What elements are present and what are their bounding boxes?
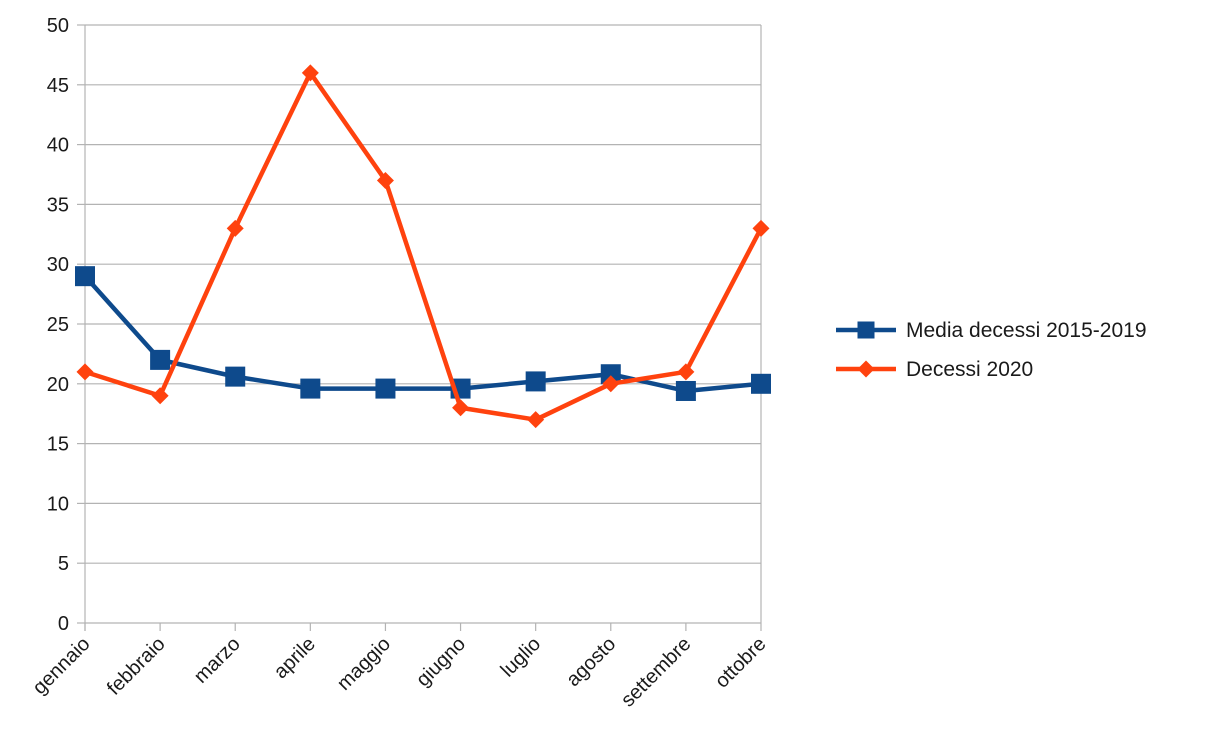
legend-label: Media decessi 2015-2019 [906, 319, 1147, 342]
y-tick-label: 50 [47, 15, 69, 37]
data-point [527, 411, 545, 429]
data-point [300, 378, 321, 399]
legend-item: Decessi 2020 [836, 358, 1033, 381]
axes [77, 24, 762, 631]
series-decessi-2020 [76, 64, 770, 429]
series-lines [75, 64, 771, 429]
data-point [452, 399, 470, 417]
data-point [376, 171, 394, 189]
y-tick-label: 5 [58, 553, 69, 575]
data-point [675, 380, 696, 401]
data-point [752, 219, 770, 237]
x-tick-label: agosto [562, 633, 620, 691]
y-axis-tick-labels: 0 5 10 15 20 25 30 35 40 45 50 [47, 15, 69, 635]
series-line [84, 70, 763, 422]
y-tick-label: 25 [47, 314, 69, 336]
series-media-decessi-2015-2019 [75, 266, 771, 401]
legend-swatch-marker [857, 321, 875, 339]
data-point [226, 219, 244, 237]
data-point [600, 364, 621, 385]
data-point [150, 349, 171, 370]
y-tick-label: 10 [47, 493, 69, 515]
grid-lines [85, 24, 761, 624]
y-tick-label: 30 [47, 254, 69, 276]
x-tick-label: settembre [617, 633, 695, 711]
data-point [151, 387, 169, 405]
data-point [375, 378, 396, 399]
legend: Media decessi 2015-2019 Decessi 2020 [836, 319, 1147, 381]
x-tick-label: febbraio [103, 633, 170, 700]
y-tick-label: 35 [47, 194, 69, 216]
x-tick-label: ottobre [711, 633, 771, 693]
x-axis-tick-labels: gennaio febbraio marzo aprile maggio giugno lu… [29, 633, 771, 711]
legend-label: Decessi 2020 [906, 358, 1033, 381]
x-tick-label: luglio [497, 633, 546, 682]
y-tick-label: 15 [47, 434, 69, 456]
data-point [602, 375, 620, 393]
x-tick-label: marzo [190, 633, 245, 688]
legend-swatch-marker [857, 360, 875, 378]
x-tick-label: giugno [412, 633, 470, 691]
legend-item: Media decessi 2015-2019 [836, 319, 1147, 342]
x-tick-label: maggio [333, 633, 395, 695]
x-tick-label: gennaio [29, 633, 95, 699]
data-point [751, 373, 771, 394]
y-tick-label: 20 [47, 374, 69, 396]
data-point [76, 363, 94, 381]
data-point [677, 363, 695, 381]
y-tick-label: 0 [58, 613, 69, 635]
y-tick-label: 40 [47, 135, 69, 157]
data-point [525, 371, 546, 392]
x-tick-label: aprile [270, 633, 320, 683]
data-point [225, 366, 246, 387]
series-line [83, 274, 762, 394]
y-tick-label: 45 [47, 75, 69, 97]
data-point [301, 64, 319, 82]
data-point [75, 266, 95, 287]
